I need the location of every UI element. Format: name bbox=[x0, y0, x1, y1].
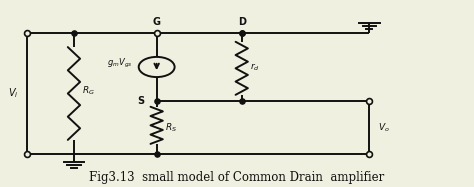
Point bbox=[365, 100, 373, 103]
Text: $g_m V_{gs}$: $g_m V_{gs}$ bbox=[107, 56, 133, 70]
Text: $R_G$: $R_G$ bbox=[82, 85, 95, 97]
Text: G: G bbox=[153, 17, 161, 27]
Text: $R_S$: $R_S$ bbox=[165, 122, 177, 134]
Point bbox=[153, 153, 160, 156]
Point bbox=[153, 100, 160, 103]
Point bbox=[153, 31, 160, 34]
Point bbox=[70, 31, 78, 34]
Text: $r_d$: $r_d$ bbox=[250, 61, 260, 73]
Text: $V_o$: $V_o$ bbox=[378, 122, 390, 134]
Text: Fig3.13  small model of Common Drain  amplifier: Fig3.13 small model of Common Drain ampl… bbox=[90, 171, 384, 183]
Text: S: S bbox=[138, 96, 145, 106]
Text: D: D bbox=[238, 17, 246, 27]
Point bbox=[238, 31, 246, 34]
Point bbox=[238, 100, 246, 103]
Point bbox=[238, 31, 246, 34]
Point bbox=[365, 153, 373, 156]
Text: $V_i$: $V_i$ bbox=[8, 87, 18, 100]
Point bbox=[23, 153, 30, 156]
Point bbox=[23, 31, 30, 34]
